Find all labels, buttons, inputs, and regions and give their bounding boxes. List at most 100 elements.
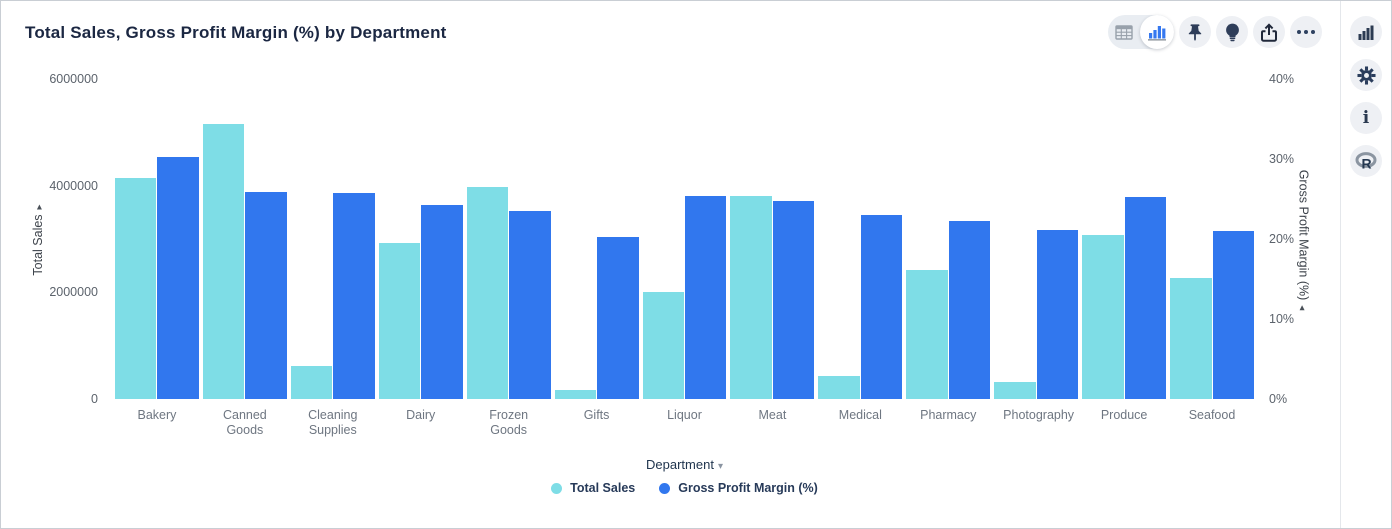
bar-group: Produce bbox=[1080, 79, 1168, 422]
legend-swatch-icon bbox=[659, 482, 671, 494]
chart-legend: Total Sales Gross Profit Margin (%) bbox=[113, 481, 1256, 495]
bar-group: Bakery bbox=[113, 79, 201, 422]
right-axis-title[interactable]: Gross Profit Margin (%) ◂ bbox=[1297, 170, 1311, 311]
bar-total-sales[interactable] bbox=[730, 195, 772, 399]
chart-view-button[interactable] bbox=[1140, 15, 1174, 49]
x-axis-category-label: Cleaning Supplies bbox=[308, 408, 358, 437]
bar-group: Liquor bbox=[641, 79, 729, 422]
table-view-icon bbox=[1115, 24, 1133, 40]
settings-gear-icon bbox=[1356, 65, 1376, 85]
r-glyph: R bbox=[1362, 155, 1372, 171]
bar-gross-profit-margin[interactable] bbox=[1036, 230, 1079, 399]
bar-gross-profit-margin[interactable] bbox=[421, 205, 463, 399]
plot-area: 0 2000000 4000000 6000000 0% 10% 20% 30% 40% Ba… bbox=[49, 72, 1294, 437]
right-axis-tick-label: 40% bbox=[1269, 72, 1295, 86]
info-button[interactable]: i bbox=[1350, 102, 1382, 134]
bar-gross-profit-margin[interactable] bbox=[772, 200, 815, 399]
left-axis-title-label: Total Sales bbox=[31, 214, 45, 276]
bar-group: Canned Goods bbox=[201, 79, 289, 437]
left-axis-tick-label: 0 bbox=[91, 392, 98, 406]
bar-total-sales[interactable] bbox=[906, 269, 948, 399]
view-toggle bbox=[1108, 15, 1174, 49]
legend-item[interactable]: Gross Profit Margin (%) bbox=[659, 481, 818, 495]
x-axis-category-label: Medical bbox=[838, 408, 882, 422]
x-axis-field-label: Department bbox=[646, 457, 714, 472]
legend-label: Gross Profit Margin (%) bbox=[678, 481, 818, 495]
legend-label: Total Sales bbox=[570, 481, 636, 495]
info-icon: i bbox=[1362, 108, 1370, 128]
legend-item[interactable]: Total Sales bbox=[551, 481, 635, 495]
left-axis-tick-label: 6000000 bbox=[49, 72, 98, 86]
more-options-button[interactable] bbox=[1290, 16, 1322, 48]
bar-gross-profit-margin[interactable] bbox=[1124, 196, 1167, 399]
export-icon bbox=[1261, 22, 1277, 42]
bar-total-sales[interactable] bbox=[202, 123, 245, 399]
bar-total-sales[interactable] bbox=[378, 243, 421, 399]
plot-groups: Bakery Canned Goods Cleaning Supplies Dairy… bbox=[113, 79, 1256, 437]
left-axis-tick-label: 4000000 bbox=[49, 178, 98, 193]
right-axis-tick-label: 30% bbox=[1269, 152, 1295, 166]
bar-gross-profit-margin[interactable] bbox=[860, 215, 903, 399]
bar-gross-profit-margin[interactable] bbox=[509, 211, 551, 399]
table-view-button[interactable] bbox=[1108, 24, 1140, 40]
bar-group: Cleaning Supplies bbox=[289, 79, 377, 437]
bar-gross-profit-margin[interactable] bbox=[245, 191, 287, 399]
bar-total-sales[interactable] bbox=[818, 375, 860, 399]
export-button[interactable] bbox=[1253, 16, 1285, 48]
chart-type-icon bbox=[1358, 25, 1374, 40]
bar-group: Frozen Goods bbox=[465, 79, 553, 437]
right-axis-tick-label: 20% bbox=[1269, 232, 1295, 246]
right-axis-tick-label: 0% bbox=[1269, 392, 1288, 406]
right-axis-tick-label: 10% bbox=[1269, 312, 1295, 326]
x-axis-category-label: Seafood bbox=[1188, 408, 1236, 422]
bar-total-sales[interactable] bbox=[554, 389, 597, 399]
left-axis-sort-arrow-icon: ▸ bbox=[34, 204, 45, 210]
x-axis-category-label: Meat bbox=[758, 408, 787, 422]
settings-button[interactable] bbox=[1350, 59, 1382, 91]
bar-total-sales[interactable] bbox=[1170, 278, 1212, 399]
page-title: Total Sales, Gross Profit Margin (%) by … bbox=[25, 23, 447, 42]
bar-total-sales[interactable] bbox=[1082, 235, 1124, 399]
chart-type-button[interactable] bbox=[1350, 16, 1382, 48]
bar-group: Pharmacy bbox=[904, 79, 992, 422]
bar-group: Dairy bbox=[377, 79, 465, 422]
insights-button[interactable] bbox=[1216, 16, 1248, 48]
left-axis-title[interactable]: Total Sales ▸ bbox=[31, 204, 45, 275]
bar-total-sales[interactable] bbox=[466, 186, 509, 399]
chart-toolbar bbox=[1108, 15, 1322, 49]
left-axis-tick-label: 2000000 bbox=[49, 285, 98, 300]
chart-view-icon bbox=[1148, 25, 1166, 41]
bar-gross-profit-margin[interactable] bbox=[1212, 231, 1254, 399]
x-axis-category-label: Produce bbox=[1100, 408, 1148, 422]
right-axis-title-label: Gross Profit Margin (%) bbox=[1297, 169, 1311, 301]
bar-total-sales[interactable] bbox=[642, 292, 684, 399]
chart-card: Total Sales, Gross Profit Margin (%) by … bbox=[1, 1, 1340, 528]
x-axis-category-label: Photography bbox=[1003, 408, 1075, 422]
bar-gross-profit-margin[interactable] bbox=[333, 192, 375, 399]
bar-gross-profit-margin[interactable] bbox=[157, 157, 199, 399]
bar-total-sales[interactable] bbox=[115, 177, 157, 399]
bar-gross-profit-margin[interactable] bbox=[685, 195, 727, 399]
x-axis-category-label: Liquor bbox=[667, 408, 702, 422]
bar-gross-profit-margin[interactable] bbox=[948, 220, 991, 399]
x-axis-category-label: Pharmacy bbox=[920, 408, 977, 422]
pin-button[interactable] bbox=[1179, 16, 1211, 48]
x-axis-field-dropdown[interactable]: Department ▾ bbox=[113, 457, 1256, 472]
r-language-icon: R bbox=[1355, 151, 1377, 171]
bar-group: Gifts bbox=[553, 79, 641, 422]
insights-bulb-icon bbox=[1225, 23, 1239, 41]
x-axis-category-label: Dairy bbox=[406, 408, 436, 422]
bar-gross-profit-margin[interactable] bbox=[597, 237, 639, 399]
chevron-down-icon: ▾ bbox=[717, 461, 723, 472]
right-axis-sort-arrow-icon: ◂ bbox=[1297, 305, 1308, 311]
bar-total-sales[interactable] bbox=[290, 365, 333, 399]
legend-swatch-icon bbox=[551, 482, 563, 494]
right-sidebar: i R bbox=[1340, 1, 1391, 528]
x-axis-category-label: Frozen Goods bbox=[489, 408, 529, 437]
x-axis-category-label: Gifts bbox=[583, 408, 610, 422]
bar-total-sales[interactable] bbox=[994, 381, 1036, 399]
bar-group: Medical bbox=[816, 79, 904, 422]
bar-group: Seafood bbox=[1168, 79, 1256, 422]
r-script-button[interactable]: R bbox=[1350, 145, 1382, 177]
